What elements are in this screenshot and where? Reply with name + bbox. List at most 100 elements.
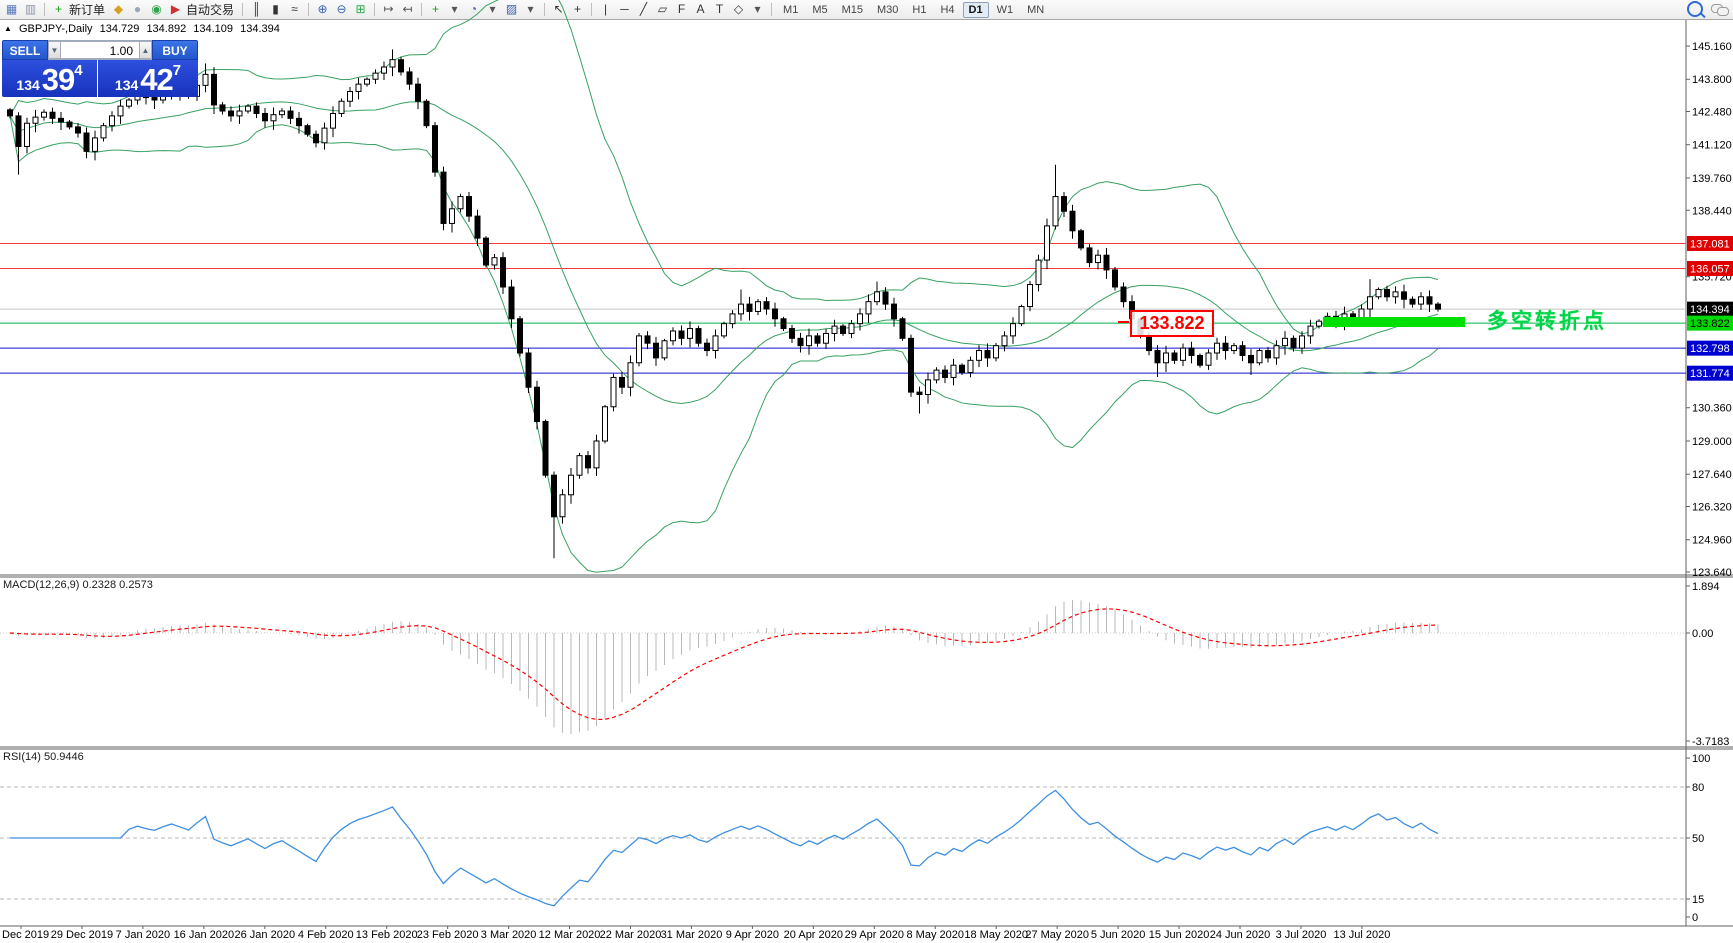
timeframe-m1[interactable]: M1 xyxy=(783,3,799,16)
date-label: 9 Dec 2019 xyxy=(0,929,49,941)
date-label: 22 Mar 2020 xyxy=(600,929,662,941)
cursor-icon[interactable]: ↖ xyxy=(553,2,564,16)
sell-price-figure: 134 xyxy=(16,77,40,93)
trendline-icon[interactable]: ╱ xyxy=(639,2,648,16)
line-chart-icon[interactable]: ≈ xyxy=(291,2,298,16)
volume-down-button[interactable]: ▼ xyxy=(48,41,61,59)
metaeditor-icon[interactable]: ◆ xyxy=(113,2,124,16)
date-label: 20 Apr 2020 xyxy=(784,929,843,941)
date-label: 8 May 2020 xyxy=(907,929,964,941)
text-icon[interactable]: A xyxy=(696,2,705,16)
ohlc-close: 134.394 xyxy=(240,23,280,35)
timeframe-w1[interactable]: W1 xyxy=(996,3,1014,16)
timeframe-m30[interactable]: M30 xyxy=(877,3,899,16)
label-icon[interactable]: T xyxy=(715,2,724,16)
hline-icon[interactable]: ─ xyxy=(620,2,629,16)
toolbar: ▦ ▥ + 新订单 ◆ ● ◉ ▶ 自动交易 ║ ▮ ≈ ⊕ ⊖ ⊞ ↦ ↤ + ▾ ◔ ▾ ▨ ▾ ↖ + | ─ ╱ ▱ F A T ◇ ▾ … xyxy=(0,0,1733,20)
date-label: 15 Jun 2020 xyxy=(1149,929,1210,941)
timeframe-m15[interactable]: M15 xyxy=(841,3,863,16)
timeframe-bar: M1 M5 M15 M30 H1 H4 D1 W1 MN xyxy=(776,1,1051,18)
candlestick-icon[interactable]: ▮ xyxy=(272,2,279,16)
symbol-triangle-icon: ▲ xyxy=(4,24,12,33)
new-order-label[interactable]: 新订单 xyxy=(69,3,106,17)
sell-price-point: 4 xyxy=(74,62,83,79)
toolbar-icons: ▦ ▥ + 新订单 ◆ ● ◉ ▶ 自动交易 ║ ▮ ≈ ⊕ ⊖ ⊞ ↦ ↤ + ▾ ◔ ▾ ▨ ▾ ↖ + | ─ ╱ ▱ F A T ◇ ▾ xyxy=(2,1,776,18)
svg-text:139.760: 139.760 xyxy=(1692,173,1732,185)
svg-text:136.057: 136.057 xyxy=(1690,263,1730,275)
fibonacci-icon[interactable]: F xyxy=(677,2,686,16)
channel-icon[interactable]: ▱ xyxy=(657,2,668,16)
volume-up-button[interactable]: ▲ xyxy=(139,41,152,59)
toolbar-separator xyxy=(544,3,546,16)
date-label: 29 Apr 2020 xyxy=(845,929,904,941)
autotrading-label[interactable]: 自动交易 xyxy=(186,3,235,17)
level-lines xyxy=(0,242,1686,374)
svg-text:1.894: 1.894 xyxy=(1692,581,1720,593)
date-label: 27 May 2020 xyxy=(1025,929,1089,941)
autotrading-icon[interactable]: ▶ xyxy=(170,2,181,16)
volume-input[interactable]: 1.00 xyxy=(61,41,139,59)
market-watch-icon[interactable]: ▥ xyxy=(24,2,37,16)
turning-point-annotation[interactable]: 多空转折点 xyxy=(1487,310,1607,333)
svg-text:80: 80 xyxy=(1692,782,1704,794)
ohlc-low: 134.109 xyxy=(193,23,234,35)
indicators-icon[interactable]: + xyxy=(432,2,440,16)
date-label: 3 Jul 2020 xyxy=(1276,929,1327,941)
timeframe-mn[interactable]: MN xyxy=(1027,3,1045,16)
vline-icon[interactable]: | xyxy=(603,2,608,16)
bar-chart-icon[interactable]: ║ xyxy=(252,2,261,16)
buy-price-quote[interactable]: 134 42 7 xyxy=(98,60,198,97)
breakout-price-tag[interactable]: 133.822 xyxy=(1130,310,1214,337)
chart-shift-icon[interactable]: ↦ xyxy=(383,2,394,16)
symbol-title: GBPJPY-,Daily xyxy=(18,23,93,35)
template-icon[interactable]: ▨ xyxy=(505,2,518,16)
date-label: 18 May 2020 xyxy=(964,929,1028,941)
svg-text:138.440: 138.440 xyxy=(1692,205,1732,217)
rsi-axis: 100 80 50 15 0 xyxy=(1686,753,1710,924)
chart-autoscroll-icon[interactable]: ↤ xyxy=(402,2,413,16)
svg-text:130.360: 130.360 xyxy=(1692,403,1732,415)
arrows-icon[interactable]: ◇ xyxy=(733,2,744,16)
periods-dropdown-icon[interactable]: ▾ xyxy=(489,2,496,16)
tile-windows-icon[interactable]: ⊞ xyxy=(355,2,366,16)
sell-price-quote[interactable]: 134 39 4 xyxy=(2,60,98,97)
date-label: 12 Mar 2020 xyxy=(539,929,601,941)
rsi-label: RSI(14) 50.9446 xyxy=(3,751,84,763)
toolbar-separator xyxy=(242,3,244,16)
macd-signal-line xyxy=(9,608,1439,721)
timeframe-d1[interactable]: D1 xyxy=(962,1,989,18)
template-dropdown-icon[interactable]: ▾ xyxy=(527,2,534,16)
timeframe-h1[interactable]: H1 xyxy=(912,3,927,16)
date-label: 5 Jun 2020 xyxy=(1091,929,1145,941)
zoom-out-icon[interactable]: ⊖ xyxy=(336,2,347,16)
svg-text:0: 0 xyxy=(1692,912,1698,924)
volume-control: ▼ 1.00 ▲ xyxy=(48,40,152,60)
sell-price-pips: 39 xyxy=(41,62,75,97)
date-label: 24 Jun 2020 xyxy=(1210,929,1271,941)
timeframe-m5[interactable]: M5 xyxy=(812,3,828,16)
new-order-icon[interactable]: + xyxy=(54,2,62,16)
toolbar-right xyxy=(1687,1,1729,19)
crosshair-icon[interactable]: + xyxy=(574,2,582,16)
sell-button[interactable]: SELL xyxy=(2,40,48,60)
mql5-cloud-icon[interactable]: ● xyxy=(133,2,142,16)
zoom-in-icon[interactable]: ⊕ xyxy=(317,2,328,16)
svg-text:127.640: 127.640 xyxy=(1692,469,1732,481)
svg-text:143.800: 143.800 xyxy=(1692,74,1732,86)
svg-text:0.00: 0.00 xyxy=(1692,628,1713,640)
periods-icon[interactable]: ◔ xyxy=(469,2,478,16)
buy-button[interactable]: BUY xyxy=(152,40,198,60)
date-label: 3 Mar 2020 xyxy=(481,929,537,941)
arrows-dropdown-icon[interactable]: ▾ xyxy=(754,2,761,16)
rsi-line xyxy=(10,789,1439,907)
indicators-dropdown-icon[interactable]: ▾ xyxy=(451,2,458,16)
search-icon[interactable] xyxy=(1687,1,1706,19)
one-click-trade-panel: SELL ▼ 1.00 ▲ BUY 134 39 4 134 42 7 xyxy=(2,40,198,97)
chart-window-icon[interactable]: ▦ xyxy=(5,2,18,16)
timeframe-h4[interactable]: H4 xyxy=(940,3,955,16)
signals-icon[interactable]: ◉ xyxy=(151,2,162,16)
chat-icon[interactable] xyxy=(1711,3,1729,16)
svg-text:133.822: 133.822 xyxy=(1690,318,1730,330)
